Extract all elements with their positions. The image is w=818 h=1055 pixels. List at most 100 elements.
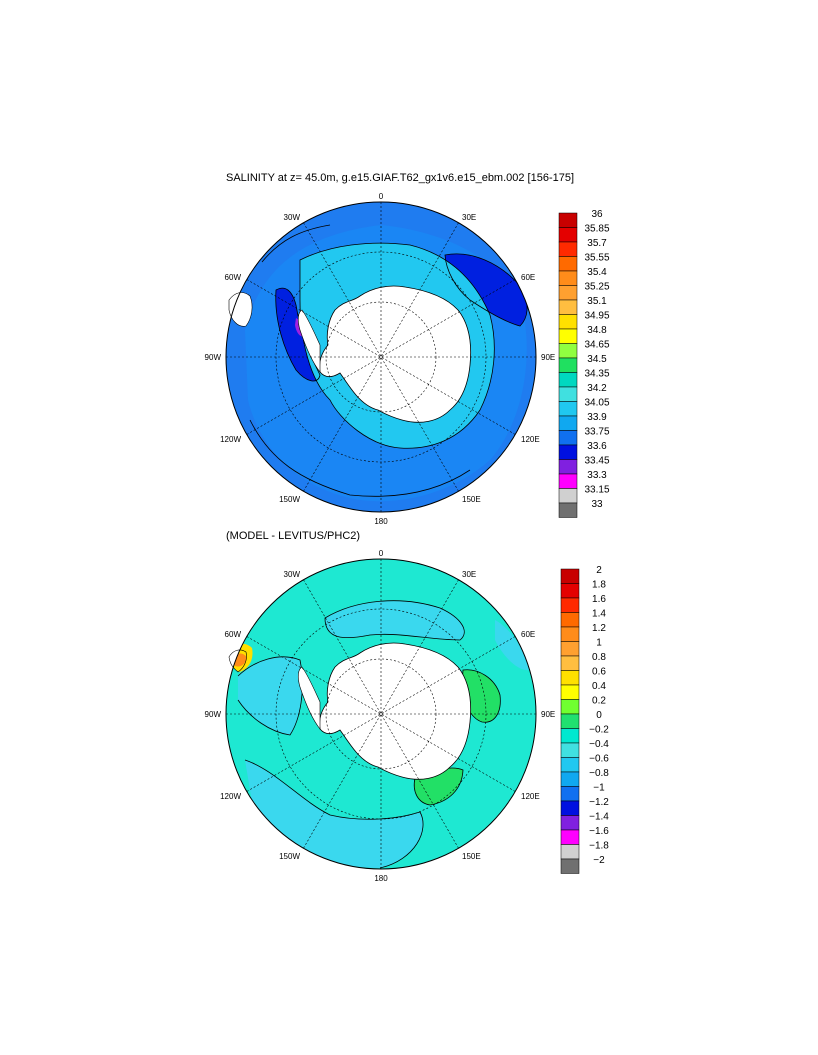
lon-label-30e: 30E (462, 213, 476, 222)
anomaly-colorbar-box-20 (560, 858, 580, 874)
salinity-colorbar-label-18: 33.3 (587, 470, 607, 481)
salinity-graticule (226, 202, 536, 512)
salinity-colorbar-box-16 (558, 444, 578, 460)
anomaly-colorbar-label-7: 0.6 (592, 667, 606, 678)
salinity-colorbar-box-12 (558, 386, 578, 402)
salinity-colorbar-box-11 (558, 372, 578, 388)
lon-label-180: 180 (374, 874, 388, 883)
lon-label-90w: 90W (205, 710, 222, 719)
salinity-colorbar-box-2 (558, 241, 578, 257)
salinity-colorbar-label-14: 33.9 (587, 412, 607, 423)
anomaly-colorbar-label-4: 1.2 (592, 623, 606, 634)
anomaly-colorbar-box-7 (560, 670, 580, 686)
salinity-colorbar-box-3 (558, 256, 578, 272)
salinity-colorbar-label-10: 34.5 (587, 354, 607, 365)
anomaly-colorbar-box-13 (560, 757, 580, 773)
anomaly-colorbar-box-2 (560, 597, 580, 613)
anomaly-colorbar-box-14 (560, 771, 580, 787)
anomaly-light-region-ne (495, 620, 530, 671)
salinity-colorbar-label-3: 35.55 (584, 253, 609, 264)
anomaly-colorbar-box-1 (560, 583, 580, 599)
salinity-colorbar-label-12: 34.2 (587, 383, 607, 394)
lon-label-30w: 30W (284, 213, 301, 222)
anomaly-colorbar-label-2: 1.6 (592, 594, 606, 605)
lon-label-150w: 150W (279, 495, 300, 504)
salinity-colorbar-box-19 (558, 488, 578, 504)
lon-label-60w: 60W (225, 630, 242, 639)
antarctic-peninsula (297, 309, 321, 373)
salinity-colorbar-box-17 (558, 459, 578, 475)
panel1-title: SALINITY at z= 45.0m, g.e15.GIAF.T62_gx1… (226, 172, 575, 184)
anomaly-colorbar-label-13: −0.6 (589, 754, 609, 765)
salinity-colorbar-label-19: 33.15 (584, 485, 609, 496)
salinity-colorbar-label-1: 35.85 (584, 224, 609, 235)
salinity-colorbar-box-0 (558, 212, 578, 228)
anomaly-colorbar-label-0: 2 (596, 565, 602, 576)
salinity-colorbar-box-4 (558, 270, 578, 286)
anomaly-colorbar-box-4 (560, 626, 580, 642)
anomaly-graticule (226, 559, 536, 869)
salinity-colorbar-box-14 (558, 415, 578, 431)
anomaly-light-region-west (238, 656, 303, 735)
salinity-colorbar-box-10 (558, 357, 578, 373)
anomaly-colorbar-box-15 (560, 786, 580, 802)
salinity-colorbar-label-16: 33.6 (587, 441, 607, 452)
anomaly-colorbar: 2 1.8 1.6 1.4 1.2 1 0.8 0.6 0.4 0.2 0 −0.2 −0.4 −0.6 −… (560, 565, 609, 874)
lon-label-90w: 90W (205, 353, 222, 362)
salinity-colorbar-label-17: 33.45 (584, 456, 609, 467)
salinity-colorbar-box-7 (558, 314, 578, 330)
salinity-contours (249, 224, 528, 497)
salinity-colorbar-label-15: 33.75 (584, 427, 609, 438)
anomaly-colorbar-box-11 (560, 728, 580, 744)
lon-label-150e: 150E (462, 852, 481, 861)
anomaly-light-region-north (325, 600, 465, 640)
salinity-colorbar-label-11: 34.35 (584, 369, 609, 380)
anomaly-colorbar-label-12: −0.4 (589, 739, 609, 750)
lon-label-0: 0 (379, 549, 384, 558)
salinity-colorbar-box-20 (558, 502, 578, 518)
lon-label-60e: 60E (521, 273, 535, 282)
salinity-colorbar-box-5 (558, 285, 578, 301)
anomaly-colorbar-label-16: −1.2 (589, 797, 609, 808)
salinity-map-border (225, 201, 537, 513)
south-america-tip-2 (228, 649, 247, 673)
salinity-colorbar-label-4: 35.4 (587, 267, 607, 278)
anomaly-colorbar-label-1: 1.8 (592, 580, 606, 591)
anomaly-colorbar-label-19: −1.8 (589, 841, 609, 852)
salinity-colorbar-box-8 (558, 328, 578, 344)
lon-label-30w: 30W (284, 570, 301, 579)
anomaly-colorbar-label-17: −1.4 (589, 812, 609, 823)
lon-label-60w: 60W (225, 273, 242, 282)
salinity-colorbar-label-20: 33 (591, 499, 603, 510)
anomaly-colorbar-label-6: 0.8 (592, 652, 606, 663)
salinity-map: 0 30E 60E 90E 120E 150E 180 150W 120W 90… (205, 192, 556, 526)
anomaly-colorbar-label-20: −2 (593, 855, 605, 866)
anomaly-map-border (225, 558, 537, 870)
anomaly-colorbar-label-8: 0.4 (592, 681, 606, 692)
lon-label-120e: 120E (521, 792, 540, 801)
lon-label-90e: 90E (541, 353, 555, 362)
salinity-colorbar-label-2: 35.7 (587, 238, 607, 249)
antarctic-peninsula-2 (297, 666, 321, 730)
salinity-colorbar-label-8: 34.8 (587, 325, 607, 336)
anomaly-colorbar-box-10 (560, 713, 580, 729)
salinity-colorbar-box-9 (558, 343, 578, 359)
salinity-colorbar-box-15 (558, 430, 578, 446)
anomaly-colorbar-box-6 (560, 655, 580, 671)
salinity-colorbar: 36 35.85 35.7 35.55 35.4 35.25 35.1 34.95 34.8 34… (558, 209, 610, 518)
anomaly-colorbar-label-15: −1 (593, 783, 605, 794)
lon-label-120w: 120W (220, 792, 241, 801)
anomaly-colorbar-box-0 (560, 568, 580, 584)
anomaly-colorbar-box-12 (560, 742, 580, 758)
anomaly-colorbar-box-8 (560, 684, 580, 700)
anomaly-colorbar-label-18: −1.6 (589, 826, 609, 837)
anomaly-colorbar-label-3: 1.4 (592, 609, 606, 620)
salinity-colorbar-label-5: 35.25 (584, 282, 609, 293)
anomaly-colorbar-box-19 (560, 844, 580, 860)
anomaly-map: 0 30E 60E 90E 120E 150E 180 150W 120W 90… (205, 549, 556, 883)
anomaly-colorbar-label-9: 0.2 (592, 696, 606, 707)
salinity-colorbar-box-13 (558, 401, 578, 417)
lon-label-120w: 120W (220, 435, 241, 444)
salinity-colorbar-box-6 (558, 299, 578, 315)
